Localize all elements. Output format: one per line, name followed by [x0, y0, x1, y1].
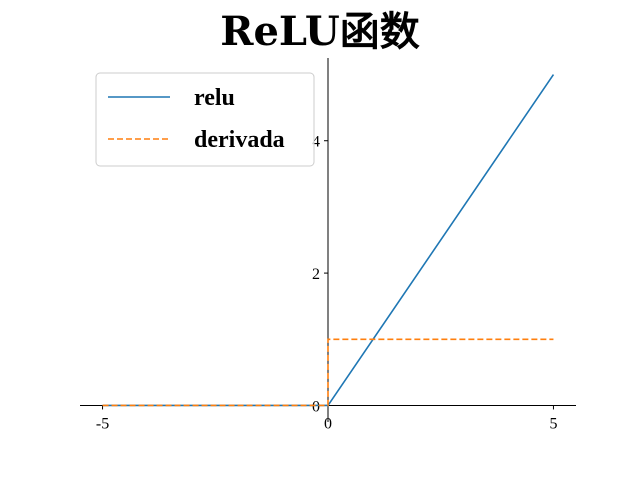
x-tick-label: 0 [324, 415, 332, 432]
y-tick-label: 0 [312, 398, 320, 415]
y-tick-label: 2 [312, 266, 320, 283]
legend-label-relu: relu [194, 85, 235, 111]
legend-label-derivada: derivada [194, 127, 285, 153]
x-tick-label: -5 [96, 415, 109, 432]
x-tick-label: 5 [549, 415, 557, 432]
y-tick-label: 4 [312, 134, 320, 151]
chart-title: ReLU函数 [220, 8, 420, 55]
series-line-derivada [102, 338, 554, 407]
